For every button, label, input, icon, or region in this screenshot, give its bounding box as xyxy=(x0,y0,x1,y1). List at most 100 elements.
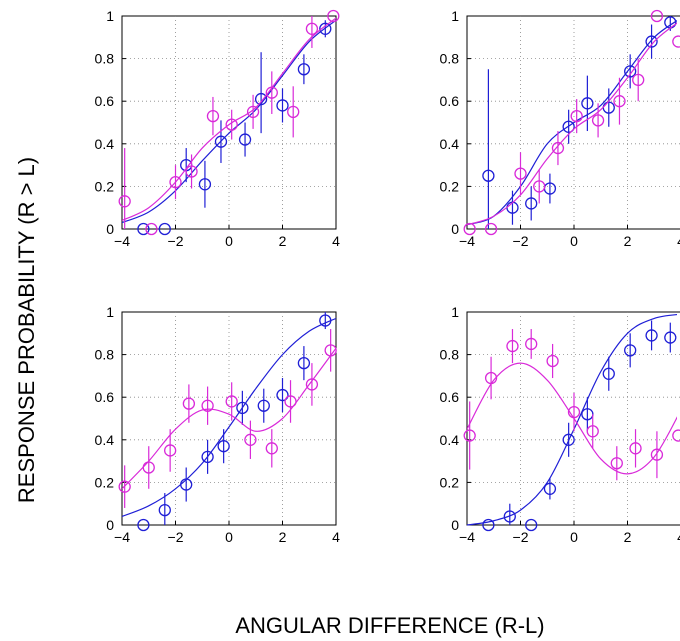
data-point xyxy=(546,354,559,368)
data-point xyxy=(319,314,332,327)
y-tick-label: 0.6 xyxy=(440,389,460,405)
data-point xyxy=(482,169,495,182)
x-tick-label: 2 xyxy=(624,233,632,249)
data-point xyxy=(257,399,270,412)
data-point xyxy=(562,433,575,446)
y-tick-label: 0.8 xyxy=(95,347,115,363)
data-point xyxy=(533,180,546,193)
data-point xyxy=(525,337,538,351)
data-point xyxy=(543,482,557,495)
series-blue xyxy=(122,19,336,224)
data-point xyxy=(137,518,150,532)
x-tick-label: 2 xyxy=(279,233,287,249)
data-point xyxy=(672,35,680,48)
y-tick-label: 0.6 xyxy=(440,93,460,109)
data-point xyxy=(484,222,498,236)
data-point xyxy=(225,395,238,408)
data-point xyxy=(238,133,252,146)
data-point xyxy=(254,92,268,106)
x-tick-label: −2 xyxy=(513,233,529,249)
data-point xyxy=(276,99,289,112)
fit-curve xyxy=(122,17,336,222)
data-point xyxy=(463,429,476,442)
y-tick-label: 0.8 xyxy=(440,347,460,363)
x-tick-label: 0 xyxy=(570,529,578,545)
data-point xyxy=(610,457,623,470)
data-point xyxy=(602,367,615,380)
chart-panel-1: −4 −2 0 2 4 0 0.2 0.4 0.6 0.8 1 xyxy=(95,8,341,249)
x-tick-label: −2 xyxy=(168,233,184,249)
data-point xyxy=(236,401,249,415)
data-point xyxy=(305,378,319,391)
y-tick-label: 1 xyxy=(451,304,459,320)
data-point xyxy=(482,518,495,532)
data-point xyxy=(265,86,278,99)
y-tick-label: 0.8 xyxy=(440,51,460,67)
y-tick-label: 0 xyxy=(451,221,459,237)
y-tick-label: 0.6 xyxy=(95,389,115,405)
data-point xyxy=(206,109,220,123)
x-tick-label: 4 xyxy=(332,233,340,249)
fit-curve xyxy=(467,22,677,226)
y-tick-label: 1 xyxy=(106,304,114,320)
data-point xyxy=(319,22,332,35)
x-tick-label: −2 xyxy=(168,529,184,545)
fit-curve xyxy=(122,347,336,490)
x-tick-label: 4 xyxy=(677,529,680,545)
data-point xyxy=(506,339,519,353)
data-point xyxy=(525,518,538,532)
data-point xyxy=(672,429,680,442)
x-axis-label: ANGULAR DIFFERENCE (R-L) xyxy=(235,613,544,638)
data-point xyxy=(567,405,581,419)
data-point xyxy=(327,9,340,23)
data-point xyxy=(163,444,177,457)
fit-curve xyxy=(467,20,677,226)
y-tick-label: 0.2 xyxy=(440,178,460,194)
series-magenta xyxy=(467,329,677,481)
chart-panel-4: −4 −2 0 2 4 0 0.2 0.4 0.6 0.8 1 xyxy=(440,304,680,545)
data-point xyxy=(305,22,319,35)
data-point xyxy=(201,450,214,463)
data-point xyxy=(463,222,476,236)
data-point xyxy=(624,65,637,78)
data-point xyxy=(570,109,583,123)
data-point xyxy=(650,9,664,23)
y-tick-label: 1 xyxy=(451,8,459,24)
data-point xyxy=(185,165,198,178)
data-point xyxy=(551,141,565,155)
series-magenta xyxy=(122,329,336,508)
data-point xyxy=(214,135,228,148)
data-point xyxy=(613,95,626,108)
y-tick-label: 0.4 xyxy=(95,136,115,152)
data-point xyxy=(514,167,527,180)
data-point xyxy=(591,114,605,127)
data-point xyxy=(265,442,278,455)
data-point xyxy=(664,331,677,344)
y-tick-label: 0.4 xyxy=(440,136,460,152)
data-point xyxy=(142,461,155,474)
data-point xyxy=(158,503,171,517)
y-tick-label: 0.2 xyxy=(95,178,115,194)
y-tick-label: 0 xyxy=(451,517,459,533)
x-tick-label: 0 xyxy=(225,529,233,545)
data-point xyxy=(562,120,575,133)
data-point xyxy=(182,397,196,410)
data-point xyxy=(629,442,642,455)
x-tick-label: 2 xyxy=(624,529,632,545)
fit-curve xyxy=(122,19,336,224)
fit-curve xyxy=(122,317,336,518)
data-point xyxy=(169,175,182,189)
x-tick-label: 4 xyxy=(332,529,340,545)
data-point xyxy=(645,329,658,342)
y-tick-label: 0 xyxy=(106,221,114,237)
data-point xyxy=(118,195,131,208)
data-point xyxy=(525,197,538,210)
y-tick-label: 0 xyxy=(106,517,114,533)
data-point xyxy=(284,395,297,408)
data-point xyxy=(324,344,337,357)
data-point xyxy=(198,178,212,191)
data-point xyxy=(225,118,238,131)
x-tick-label: −2 xyxy=(513,529,529,545)
y-tick-label: 0.4 xyxy=(95,432,115,448)
data-point xyxy=(276,388,289,402)
